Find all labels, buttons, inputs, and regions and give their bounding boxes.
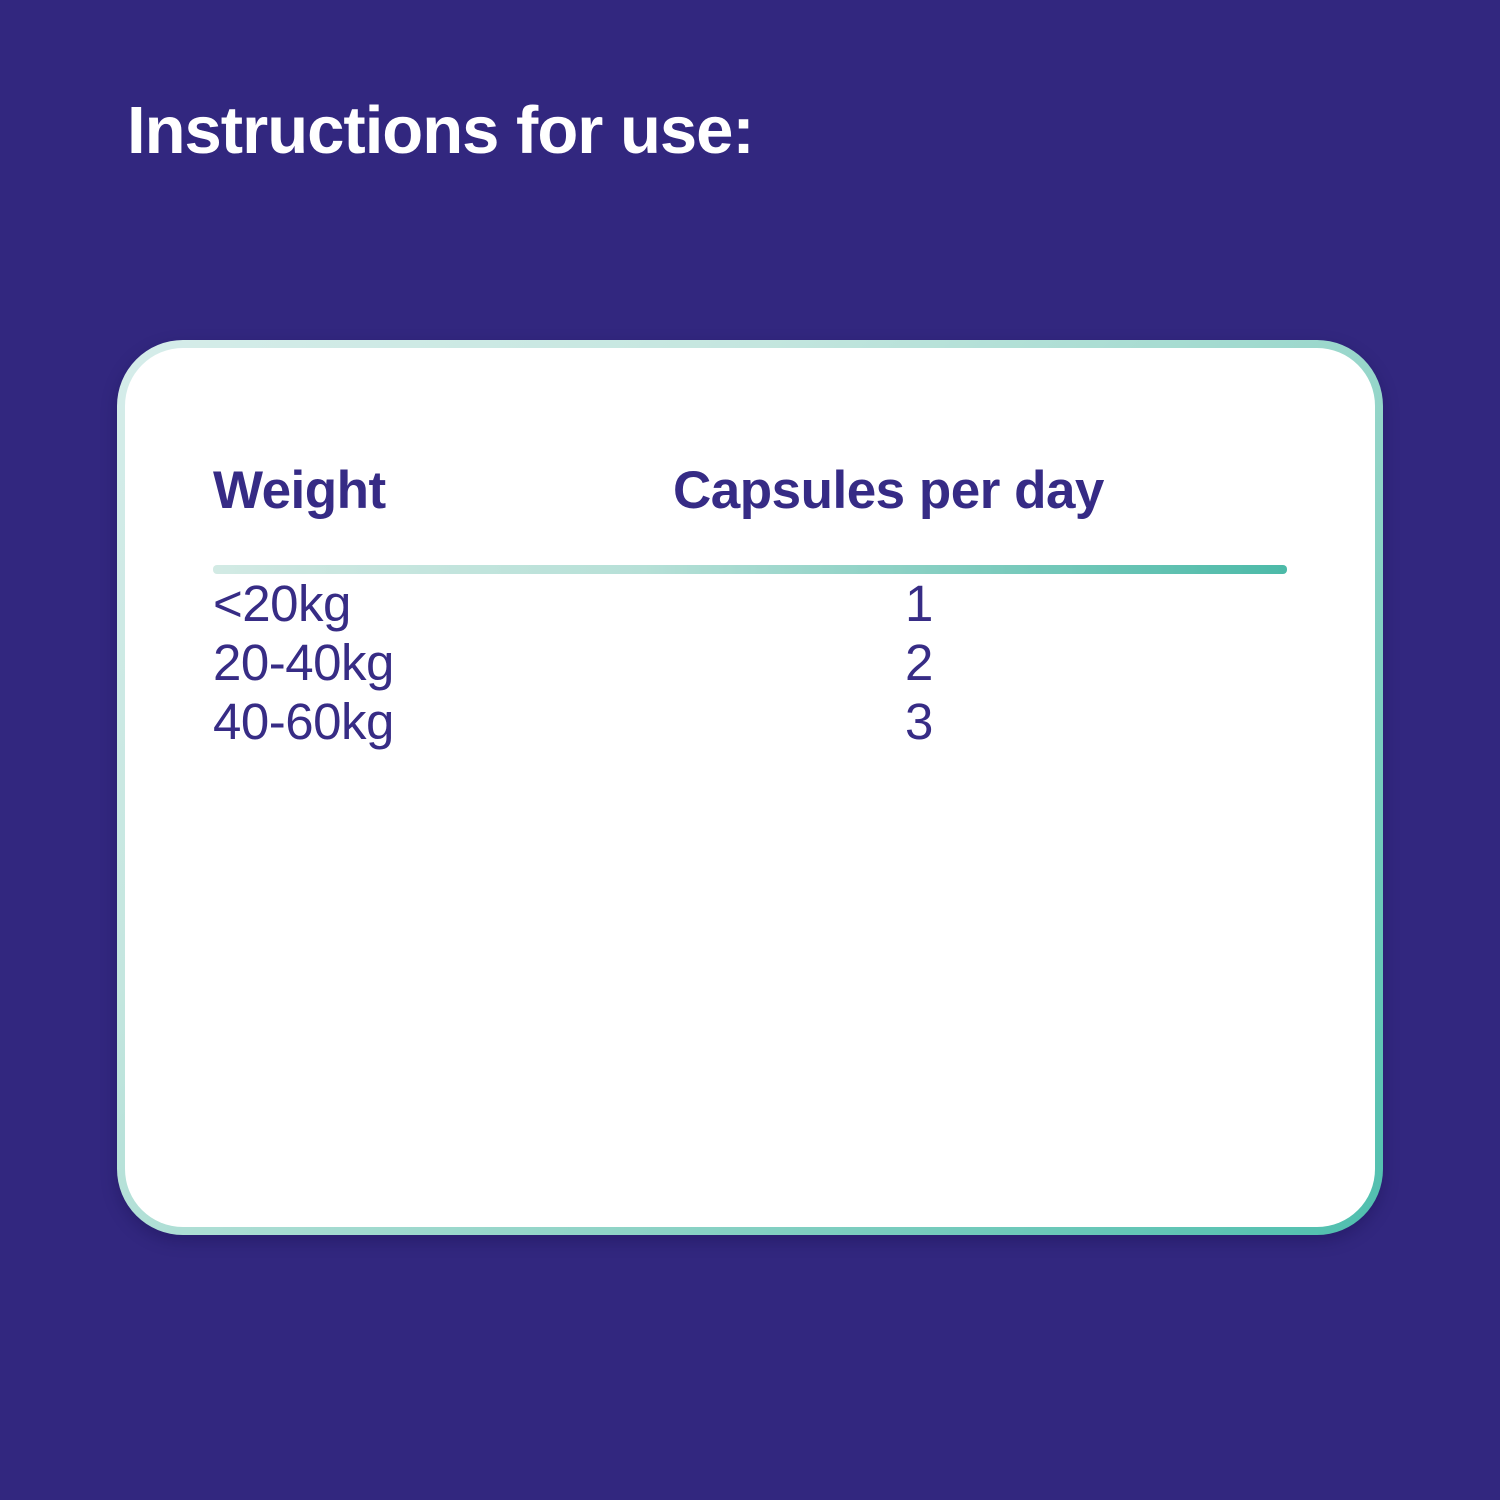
dosage-card: Weight Capsules per day <20kg 1 20-40kg … [125,348,1375,1227]
table-header-row: Weight Capsules per day [213,460,1287,521]
weight-value: 20-40kg [213,634,394,691]
table-divider [213,565,1287,574]
column-header-weight: Weight [213,461,386,520]
capsules-value: 1 [905,575,933,632]
table-row: 40-60kg 3 [213,692,1287,751]
column-header-capsules: Capsules per day [673,461,1104,520]
dosage-card-border: Weight Capsules per day <20kg 1 20-40kg … [117,340,1383,1235]
table-row: 20-40kg 2 [213,633,1287,692]
dosage-table: Weight Capsules per day <20kg 1 20-40kg … [213,460,1287,751]
capsules-value: 3 [905,693,933,750]
weight-value: 40-60kg [213,693,394,750]
capsules-value: 2 [905,634,933,691]
weight-value: <20kg [213,575,351,632]
page-title: Instructions for use: [127,93,755,168]
table-body: <20kg 1 20-40kg 2 40-60kg 3 [213,574,1287,751]
table-row: <20kg 1 [213,574,1287,633]
